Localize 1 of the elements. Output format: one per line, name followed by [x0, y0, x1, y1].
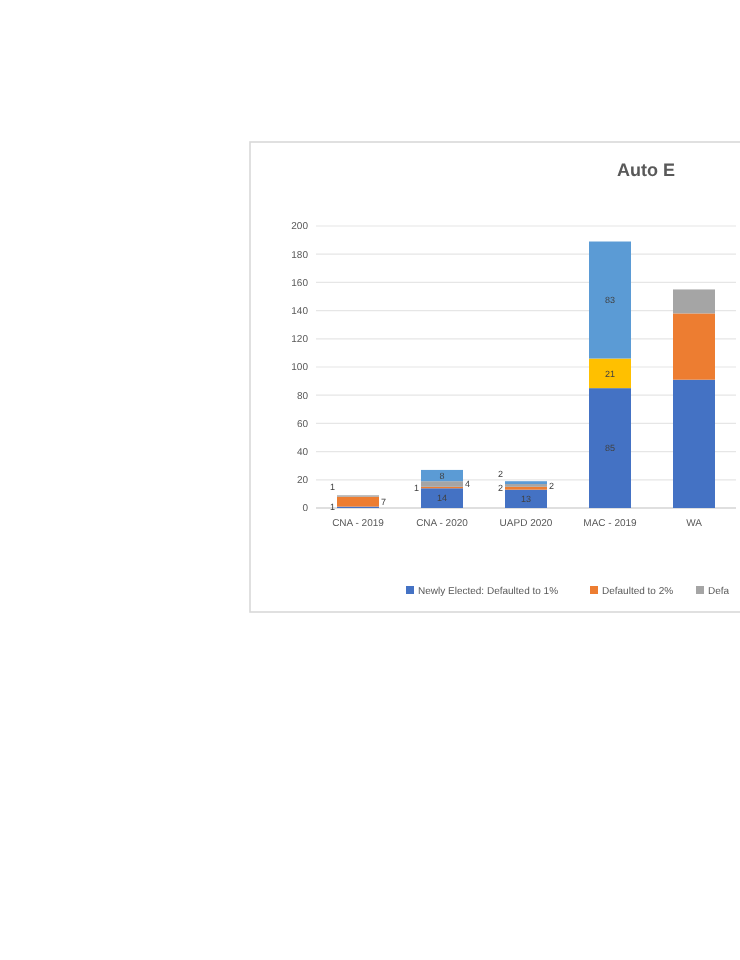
chart-title: Auto E: [617, 160, 675, 180]
